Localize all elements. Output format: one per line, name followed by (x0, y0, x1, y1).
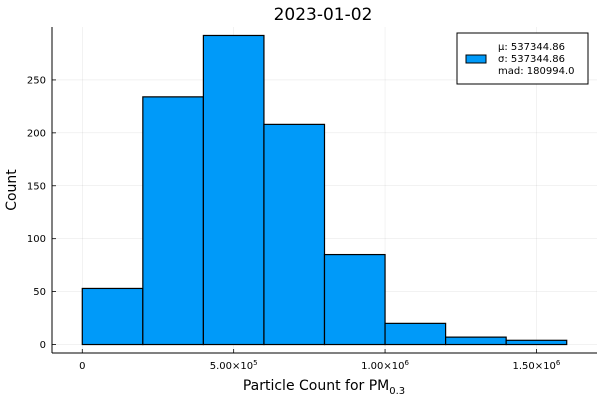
histogram-bar (323, 253, 386, 346)
legend: μ: 537344.86 σ: 537344.86 mad: 180994.0 (456, 32, 589, 85)
y-tick-label: 50 (33, 287, 46, 298)
y-tick-label: 250 (27, 75, 46, 86)
axes (51, 27, 597, 354)
x-axis-label: Particle Count for PM0.3 (243, 378, 405, 397)
histogram-bar (384, 322, 447, 346)
legend-line-sigma: σ: 537344.86 (498, 54, 565, 65)
y-axis-label: Count (4, 169, 20, 211)
x-axis-label-sub: 0.3 (389, 386, 405, 397)
bars (81, 34, 568, 346)
y-tick-label: 100 (27, 234, 46, 245)
legend-swatch (465, 54, 487, 64)
histogram-bar (505, 339, 568, 346)
histogram-bar (263, 123, 326, 346)
x-ticks: 0 5.00×105 1.00×106 1.50×106 (79, 349, 561, 372)
histogram-bar (142, 96, 204, 346)
y-tick-label: 150 (27, 181, 46, 192)
legend-line-mad: mad: 180994.0 (498, 66, 574, 77)
x-tick-label: 0 (79, 361, 85, 372)
chart-title: 2023-01-02 (274, 5, 373, 25)
histogram-bar (202, 34, 265, 346)
x-axis-label-main: Particle Count for PM (243, 378, 389, 394)
y-ticks: 0 50 100 150 200 250 (27, 75, 56, 351)
histogram-bar (445, 336, 507, 346)
histogram-bar (81, 287, 144, 346)
x-tick-label: 1.50×106 (513, 359, 561, 372)
y-tick-label: 200 (27, 128, 46, 139)
legend-line-mu: μ: 537344.86 (498, 42, 565, 53)
x-tick-label: 5.00×105 (210, 359, 258, 372)
y-tick-label: 0 (40, 340, 46, 351)
x-tick-label: 1.00×106 (361, 359, 409, 372)
